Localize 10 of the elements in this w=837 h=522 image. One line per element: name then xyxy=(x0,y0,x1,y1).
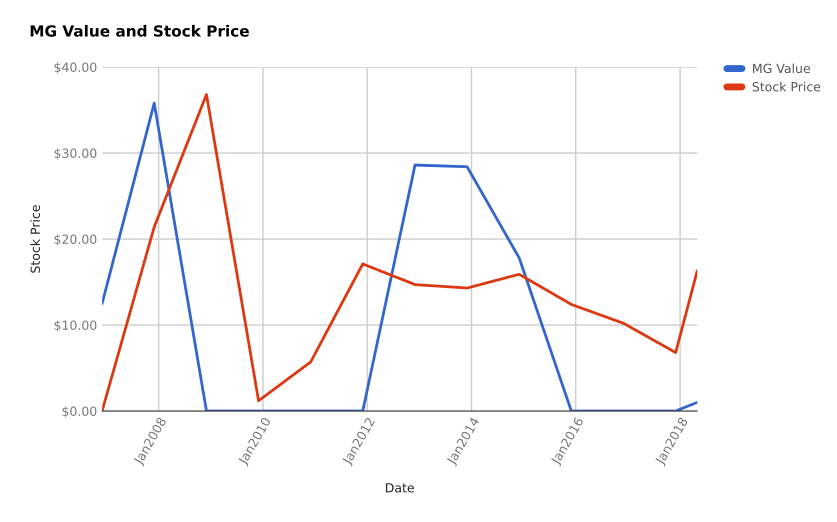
y-tick-label: $10.00 xyxy=(54,320,96,332)
legend-label: MG Value xyxy=(753,63,810,74)
y-tick-label: $20.00 xyxy=(54,234,96,246)
chart-title: MG Value and Stock Price xyxy=(30,24,249,37)
y-axis-title: Stock Price xyxy=(30,205,40,273)
y-tick-label: $40.00 xyxy=(54,62,96,74)
y-tick-label: $0.00 xyxy=(62,406,96,418)
legend-label: Stock Price xyxy=(752,82,820,92)
x-axis-title: Date xyxy=(386,483,414,493)
y-tick-label: $30.00 xyxy=(54,148,96,160)
